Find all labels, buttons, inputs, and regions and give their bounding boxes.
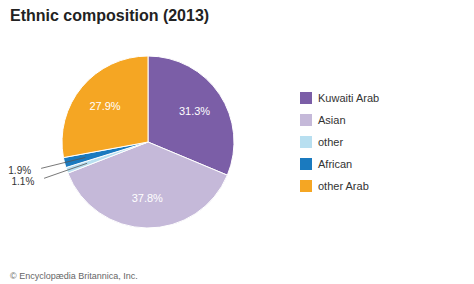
legend-swatch: [300, 136, 312, 148]
legend-label: other Arab: [318, 180, 369, 192]
legend-swatch: [300, 180, 312, 192]
leader-line: [41, 157, 85, 168]
legend-label: African: [318, 158, 352, 170]
data-labels: 31.3% 37.8% 1.1%1.9% 27.9%: [8, 100, 210, 204]
legend-swatch: [300, 114, 312, 126]
data-label: 27.9%: [89, 100, 120, 112]
legend-label: Kuwaiti Arab: [318, 92, 379, 104]
background: [0, 0, 474, 284]
legend-label: Asian: [318, 114, 346, 126]
legend-swatch: [300, 158, 312, 170]
legend: Kuwaiti Arab Asian other African other Arab: [300, 92, 379, 192]
leader-line: [44, 163, 87, 178]
chart: Ethnic composition (2013) © Encyclopædia …: [0, 0, 474, 284]
legend-swatch: [300, 92, 312, 104]
data-label: 1.9%: [8, 165, 31, 176]
footnote: © Encyclopædia Britannica, Inc.: [10, 271, 138, 281]
data-label: 1.1%: [12, 176, 35, 187]
legend-label: other: [318, 136, 343, 148]
pie-slice: [62, 56, 148, 158]
title: Ethnic composition (2013): [10, 7, 209, 24]
pie: [62, 56, 234, 228]
data-label: 37.8%: [132, 192, 163, 204]
data-label: 31.3%: [179, 105, 210, 117]
